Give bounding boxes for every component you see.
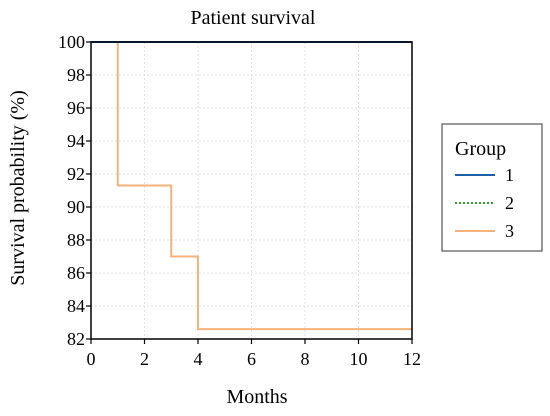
y-tick-label: 96 <box>67 98 85 118</box>
legend-title: Group <box>455 138 506 160</box>
y-tick-label: 86 <box>67 263 85 283</box>
y-tick-label: 82 <box>67 329 85 349</box>
y-tick-label: 88 <box>67 230 85 250</box>
x-tick-label: 0 <box>87 349 96 369</box>
chart-title: Patient survival <box>191 7 316 29</box>
y-tick-label: 90 <box>67 197 85 217</box>
grid <box>90 41 413 340</box>
series-line-3 <box>91 41 412 331</box>
y-axis: 82 84 86 88 90 92 94 96 98 100 <box>58 32 91 349</box>
y-tick-label: 98 <box>67 65 85 85</box>
x-axis: 0 2 4 6 8 10 12 <box>87 339 421 369</box>
x-tick-label: 12 <box>403 349 421 369</box>
legend: Group 1 2 3 <box>441 123 543 252</box>
legend-box <box>441 123 543 252</box>
legend-label-1: 1 <box>505 165 514 185</box>
legend-items: 1 2 3 <box>455 165 514 241</box>
y-tick-label: 100 <box>58 32 85 52</box>
x-tick-label: 2 <box>140 349 149 369</box>
legend-label-2: 2 <box>505 193 514 213</box>
y-tick-label: 92 <box>67 164 85 184</box>
x-tick-label: 8 <box>301 349 310 369</box>
y-axis-label: Survival probability (%) <box>7 90 29 286</box>
legend-label-3: 3 <box>505 221 514 241</box>
y-tick-label: 84 <box>67 296 85 316</box>
x-tick-label: 6 <box>247 349 256 369</box>
x-axis-label: Months <box>226 386 287 408</box>
y-tick-label: 94 <box>67 131 85 151</box>
x-tick-label: 10 <box>350 349 368 369</box>
x-tick-label: 4 <box>194 349 203 369</box>
